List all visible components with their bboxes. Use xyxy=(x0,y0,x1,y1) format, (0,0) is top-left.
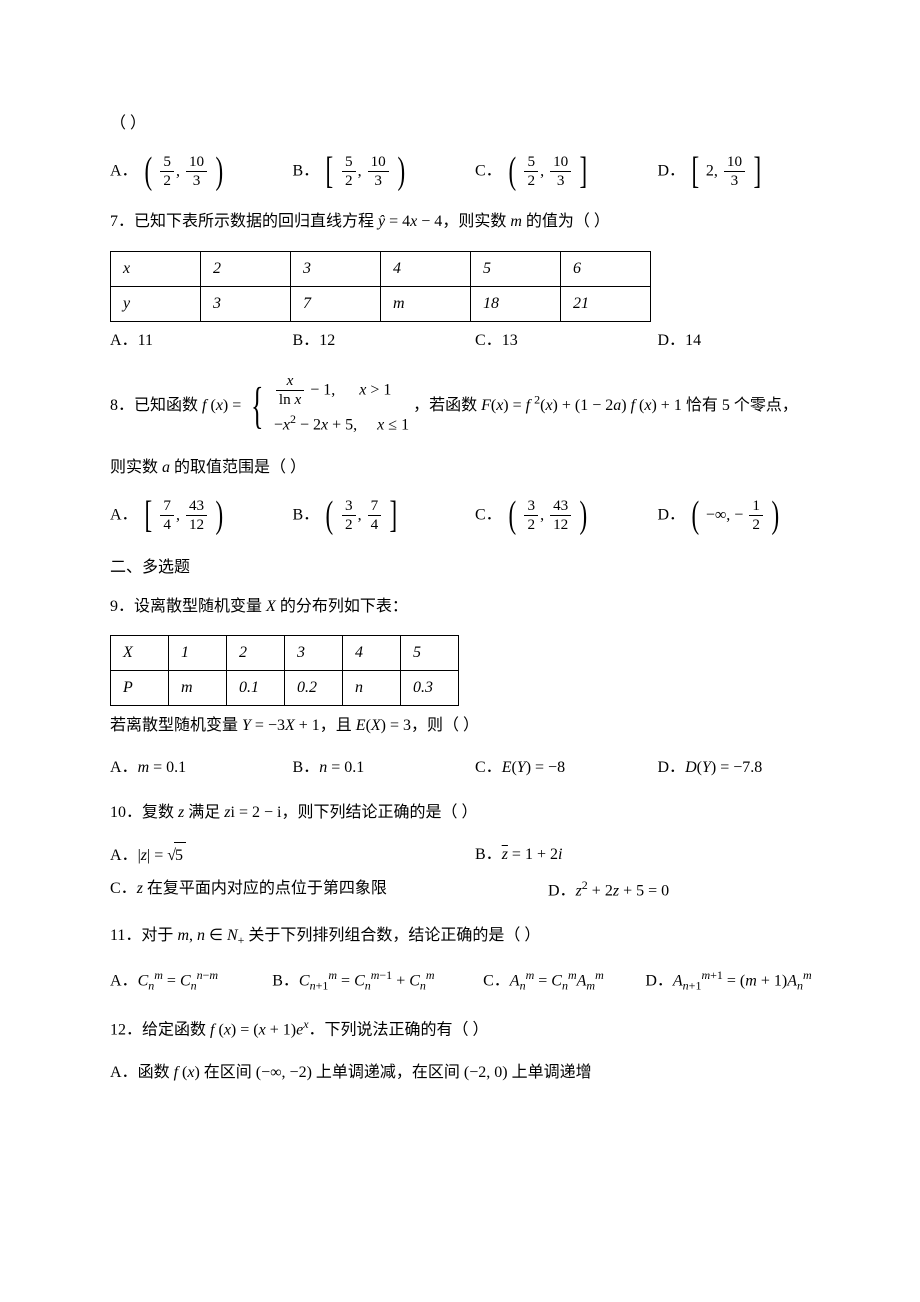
q9-options: A．m = 0.1 B．n = 0.1 C．E(Y) = −8 D．D(Y) =… xyxy=(110,755,840,781)
q8-stem: 8．已知函数 f (x) = { xln x − 1, x > 1 −x2 − … xyxy=(110,372,840,441)
q6-opt-B: B． [ 52, 103 ) xyxy=(293,153,476,190)
table-row: x 2 3 4 5 6 xyxy=(111,252,651,287)
q7-table: x 2 3 4 5 6 y 3 7 m 18 21 xyxy=(110,251,651,322)
q7-options: A．11 B．12 C．13 D．14 xyxy=(110,328,840,354)
q7-opt-B: B．12 xyxy=(293,328,476,354)
section-2-heading: 二、多选题 xyxy=(110,553,840,577)
table-row: y 3 7 m 18 21 xyxy=(111,287,651,322)
q8-opt-B: B． ( 32, 74 ] xyxy=(293,497,476,534)
q10-opt-A: A．|z| = √5 xyxy=(110,842,475,869)
q8-options: A． [ 74, 4312 ) B． ( 32, 74 ] C． ( 32, 4… xyxy=(110,497,840,534)
q10-stem: 10．复数 z 满足 zi = 2 − i，则下列结论正确的是（ ） xyxy=(110,799,840,828)
table-row: P m 0.1 0.2 n 0.3 xyxy=(111,671,459,706)
q9-stem2: 若离散型随机变量 Y = −3X + 1，且 E(X) = 3，则（ ） xyxy=(110,712,840,741)
q11-options: A．Cnm = Cnn−m B．Cn+1m = Cnm−1 + Cnm C．An… xyxy=(110,966,840,996)
q10-opt-C: C．z 在复平面内对应的点位于第四象限 xyxy=(110,876,548,904)
q6-stub: （ ） xyxy=(110,110,840,139)
q8-opt-C: C． ( 32, 4312 ) xyxy=(475,497,658,534)
q11-opt-B: B．Cn+1m = Cnm−1 + Cnm xyxy=(272,966,483,996)
q9-opt-C: C．E(Y) = −8 xyxy=(475,755,658,781)
q8-opt-D: D． ( −∞, − 12 ) xyxy=(658,497,841,534)
q10-opt-B: B．z = 1 + 2i xyxy=(475,842,840,869)
q10-options: A．|z| = √5 B．z = 1 + 2i C．z 在复平面内对应的点位于第… xyxy=(110,842,840,905)
q11-opt-A: A．Cnm = Cnn−m xyxy=(110,966,272,996)
q9-stem: 9．设离散型随机变量 X 的分布列如下表： xyxy=(110,593,840,622)
q6-opt-C: C． ( 52, 103 ] xyxy=(475,153,658,190)
exam-page: （ ） A． ( 52, 103 ) B． [ 52, 103 ) C． ( xyxy=(0,0,920,1141)
q6-opt-A: A． ( 52, 103 ) xyxy=(110,153,293,190)
q9-opt-A: A．m = 0.1 xyxy=(110,755,293,781)
q7-opt-A: A．11 xyxy=(110,328,293,354)
q7-opt-D: D．14 xyxy=(658,328,841,354)
q10-opt-D: D．z2 + 2z + 5 = 0 xyxy=(548,876,840,904)
q7-opt-C: C．13 xyxy=(475,328,658,354)
q9-opt-B: B．n = 0.1 xyxy=(293,755,476,781)
q11-stem: 11．对于 m, n ∈ N+ 关于下列排列组合数，结论正确的是（ ） xyxy=(110,922,840,952)
q6-options: A． ( 52, 103 ) B． [ 52, 103 ) C． ( 52, 1… xyxy=(110,153,840,190)
q12-stem: 12．给定函数 f (x) = (x + 1)ex．下列说法正确的有（ ） xyxy=(110,1014,840,1045)
q9-table: X 1 2 3 4 5 P m 0.1 0.2 n 0.3 xyxy=(110,635,459,706)
q11-opt-D: D．An+1m+1 = (m + 1)Anm xyxy=(645,966,840,996)
q7-stem: 7．已知下表所示数据的回归直线方程 ŷ = 4x − 4，则实数 m 的值为（ … xyxy=(110,208,840,237)
table-row: X 1 2 3 4 5 xyxy=(111,636,459,671)
q6-opt-D: D． [ 2, 103 ] xyxy=(658,153,841,190)
q8-opt-A: A． [ 74, 4312 ) xyxy=(110,497,293,534)
q12-opt-A: A．函数 f (x) 在区间 (−∞, −2) 上单调递减，在区间 (−2, 0… xyxy=(110,1059,840,1088)
q11-opt-C: C．Anm = CnmAmm xyxy=(483,966,645,996)
q8-stem-line2: 则实数 a 的取值范围是（ ） xyxy=(110,454,840,483)
q9-opt-D: D．D(Y) = −7.8 xyxy=(658,755,841,781)
